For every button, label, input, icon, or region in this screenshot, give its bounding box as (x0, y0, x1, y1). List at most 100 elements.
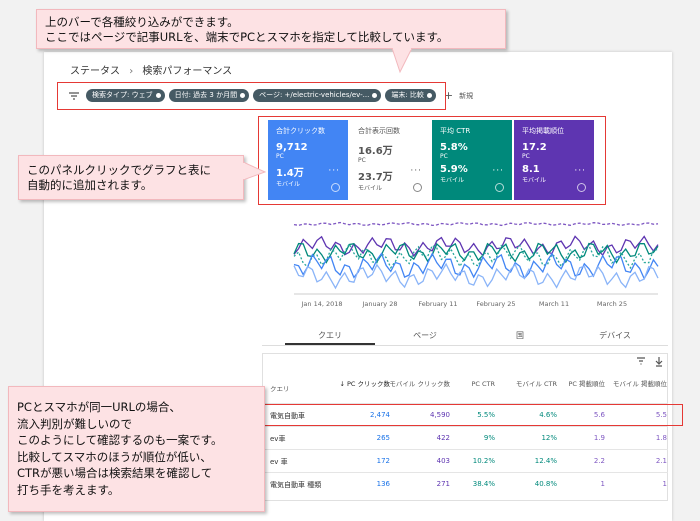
metric-mobile-label: モバイル (522, 177, 547, 184)
metric-pc-label: PC (522, 153, 530, 160)
table-cell: 403 (436, 457, 450, 465)
table-cell: 5.6 (593, 411, 605, 419)
table-cell: 265 (376, 434, 390, 442)
tab-divider (262, 345, 668, 346)
new-filter[interactable]: 新規 (459, 91, 474, 100)
callout-panel: このパネルクリックでグラフと表に 自動的に追加されます。 (18, 155, 244, 200)
filter-chip[interactable]: 日付: 過去 3 か月間 (168, 89, 250, 102)
table-actions (637, 357, 663, 367)
x-axis-label: February 11 (418, 300, 457, 308)
tab-indicator (285, 343, 375, 345)
metric-pc-label: PC (440, 153, 448, 160)
table-row (262, 449, 668, 473)
chart-line (293, 242, 659, 270)
metric-label: 合計クリック数 (276, 127, 325, 135)
metric-pc-label: PC (276, 153, 284, 160)
callout-line: このパネルクリックでグラフと表に (27, 163, 211, 177)
callout-line: PCとスマホが同一URLの場合、 (17, 400, 181, 414)
more-icon: ··· (492, 166, 504, 176)
filter-chip[interactable]: ページ: +/electric-vehicles/ev-... (253, 89, 382, 102)
table-header: クエリ (270, 385, 290, 393)
table-cell: 1 (662, 480, 667, 488)
tab[interactable]: ページ (413, 331, 437, 340)
table-cell: 12% (541, 434, 557, 442)
table-row (262, 403, 668, 427)
help-icon (495, 183, 504, 192)
metric-mobile-label: モバイル (276, 181, 301, 188)
table-filter-icon[interactable] (637, 357, 645, 365)
table-cell: 5.5% (477, 411, 495, 419)
filter-bar: 検索タイプ: ウェブ 日付: 過去 3 か月間 ページ: +/electric-ve… (68, 89, 473, 102)
table-cell: 4,590 (429, 411, 450, 419)
metric-card[interactable]: 平均 CTR 5.8% PC 5.9% モバイル ··· (432, 120, 512, 200)
table-cell: 2.2 (593, 457, 605, 465)
tab[interactable]: デバイス (599, 331, 631, 340)
help-icon (331, 183, 340, 192)
metric-pc-value: 17.2 (522, 142, 547, 153)
tab[interactable]: 国 (516, 331, 524, 340)
callout-line: 打ち手を考えます。 (17, 482, 120, 497)
more-icon: ··· (328, 166, 340, 176)
table-cell: 1.9 (593, 434, 605, 442)
table-cell: 1.8 (655, 434, 667, 442)
metric-pc-value: 5.8% (440, 142, 468, 153)
table-row (262, 426, 668, 450)
table-cell: ev 車 (270, 458, 288, 466)
x-axis-label: March 25 (597, 300, 627, 308)
table-row (262, 472, 668, 496)
chart-line (293, 221, 659, 227)
chart-line (293, 262, 659, 290)
help-icon (413, 183, 422, 192)
table-cell: 12.4% (534, 457, 557, 465)
table-cell: 4.6% (539, 411, 557, 419)
metric-card[interactable]: 平均掲載順位 17.2 PC 8.1 モバイル ··· (514, 120, 594, 200)
filter-chip[interactable]: 検索タイプ: ウェブ (86, 89, 165, 102)
filter-icon[interactable] (68, 91, 80, 101)
breadcrumb-item: 検索パフォーマンス (142, 66, 233, 77)
x-axis-label: March 11 (539, 300, 569, 308)
metric-mobile-value: 1.4万 (276, 168, 304, 179)
highlight-row (258, 404, 683, 426)
x-axis-label: February 25 (476, 300, 515, 308)
highlight-cards (258, 116, 606, 205)
table-header: ↓ PC クリック数 (339, 380, 390, 388)
table-cell: 5.5 (655, 411, 667, 419)
callout-line: このようにして確認するのも一案です。 (17, 433, 223, 447)
table-cell: ev車 (270, 435, 286, 443)
callout-table: PCとスマホが同一URLの場合、 流入判別が難しいのでこのようにして確認するのも一… (8, 386, 265, 512)
metric-mobile-value: 5.9% (440, 164, 468, 175)
metric-label: 平均 CTR (440, 127, 471, 135)
breadcrumb-separator: › (129, 66, 134, 77)
x-axis-label: January 28 (362, 300, 398, 308)
metric-card[interactable]: 合計クリック数 9,712 PC 1.4万モバイル ··· (268, 120, 348, 200)
table-header: モバイル 掲載順位 (612, 380, 667, 388)
table-header: モバイル CTR (515, 380, 557, 388)
more-icon: ··· (574, 166, 586, 176)
table-cell: 9% (483, 434, 495, 442)
download-icon[interactable] (655, 357, 663, 367)
breadcrumb: ステータス › 検索パフォーマンス (70, 62, 232, 77)
filter-chip[interactable]: 端末: 比較 (385, 89, 436, 102)
callout-tail (391, 48, 413, 74)
table-cell: 38.4% (472, 480, 495, 488)
metric-mobile-value: 23.7万 (358, 172, 393, 183)
table-cell: 1 (600, 480, 605, 488)
callout-line: 流入判別が難しいので (17, 416, 132, 431)
metric-pc-value: 9,712 (276, 142, 308, 153)
performance-chart: Jan 14, 2018 January 28 February 11 Februar… (293, 221, 659, 308)
callout-tail (243, 161, 267, 181)
metric-label: 平均掲載順位 (522, 127, 564, 135)
callout-line: ここではページで記事URLを、端末でPCとスマホを指定して比較しています。 (45, 30, 449, 44)
table-cell: 422 (436, 434, 450, 442)
metric-label: 合計表示回数 (358, 127, 400, 135)
metric-card[interactable]: 合計表示回数 16.6万 PC 23.7万 モバイル ··· (350, 120, 430, 200)
more-icon: ··· (410, 166, 422, 176)
metric-mobile-label: モバイル (358, 185, 383, 192)
callout-line: 比較してスマホのほうが順位が低い、 (17, 449, 212, 464)
tab[interactable]: クエリ (318, 331, 342, 340)
breadcrumb-item[interactable]: ステータス (70, 66, 120, 77)
table-cell: 10.2% (472, 457, 495, 465)
metric-mobile-value: 8.1 (522, 164, 540, 175)
table-cell: 136 (376, 480, 390, 488)
